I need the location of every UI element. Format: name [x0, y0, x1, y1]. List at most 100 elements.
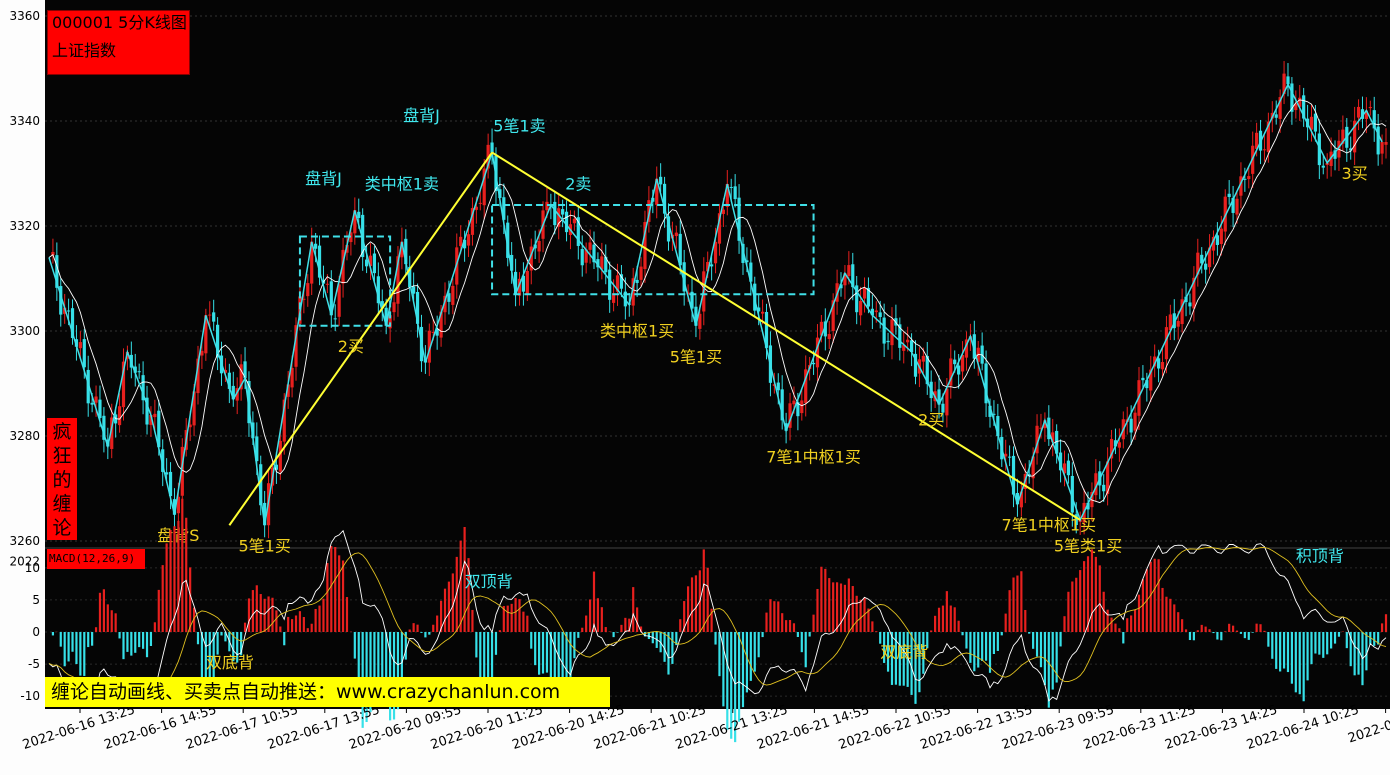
candle-body: [439, 311, 443, 338]
candle-body: [639, 266, 643, 280]
candle-body: [1196, 252, 1200, 275]
candle-body: [545, 201, 549, 211]
candle-body: [447, 293, 451, 302]
candle-body: [1360, 109, 1365, 119]
candle-body: [760, 311, 765, 314]
candle-body: [557, 208, 561, 227]
candle-body: [772, 384, 776, 386]
candle-body: [1133, 412, 1137, 431]
candle-body: [102, 415, 106, 440]
candle-body: [1149, 369, 1153, 391]
candle-body: [513, 271, 518, 295]
candle-body: [478, 202, 482, 204]
candle-body: [67, 310, 71, 312]
candle-body: [1286, 76, 1290, 85]
candle-body: [1278, 97, 1282, 119]
candle-body: [380, 301, 384, 309]
candle-body: [133, 366, 137, 373]
candle-body: [141, 375, 145, 401]
macd-signal-label: 积顶背: [1296, 546, 1344, 565]
candle-body: [435, 328, 439, 336]
candle-body: [215, 324, 220, 358]
candle-body: [902, 345, 906, 351]
candle-body: [251, 422, 255, 439]
candle-body: [364, 259, 369, 267]
candle-body: [306, 283, 310, 297]
segment-line: [491, 151, 1081, 521]
candle-body: [1156, 358, 1161, 369]
candle-body: [239, 364, 243, 390]
candle-body: [482, 168, 486, 206]
candle-body: [580, 249, 584, 266]
candle-body: [749, 262, 753, 282]
candle-body: [913, 353, 918, 377]
promo-banner: 缠论自动画线、买卖点自动推送：www.crazychanlun.com: [45, 677, 610, 707]
candle-body: [1364, 110, 1368, 119]
candle-body: [659, 176, 663, 185]
candle-body: [898, 324, 902, 348]
candle-body: [168, 471, 173, 497]
candle-body: [502, 197, 506, 220]
candle-body: [329, 281, 333, 316]
candle-body: [600, 256, 604, 270]
candle-body: [86, 369, 90, 404]
candle-body: [631, 278, 635, 306]
candle-body: [1164, 327, 1169, 360]
candle-body: [1231, 197, 1235, 213]
candle-body: [823, 321, 827, 337]
candle-body: [1372, 110, 1376, 129]
candle-body: [1349, 148, 1353, 151]
candle-body: [800, 400, 804, 414]
candle-body: [859, 300, 863, 316]
candle-body: [1384, 142, 1388, 145]
candle-body: [1058, 452, 1063, 471]
candle-body: [1106, 461, 1110, 494]
candle-body: [666, 216, 671, 242]
signal-label: 5笔1卖: [493, 117, 545, 136]
candle-body: [310, 241, 314, 284]
candle-body: [925, 355, 929, 385]
candle-body: [353, 210, 357, 234]
candle-body: [1302, 95, 1306, 119]
candle-body: [243, 361, 247, 379]
candle-body: [972, 334, 976, 359]
candle-body: [1204, 263, 1208, 270]
candle-body: [59, 286, 63, 315]
segment-line: [228, 151, 493, 526]
signal-label: 盘背J: [403, 106, 440, 125]
candle-body: [361, 214, 365, 258]
candle-body: [710, 264, 714, 267]
candle-body: [200, 350, 204, 356]
candle-body: [796, 402, 800, 417]
candle-body: [984, 363, 988, 404]
candle-body: [635, 279, 639, 283]
candle-body: [874, 310, 878, 313]
candle-body: [733, 186, 737, 200]
candle-body: [161, 449, 165, 472]
candle-body: [811, 362, 816, 365]
brand-char: 狂: [52, 445, 72, 467]
candle-body: [263, 502, 267, 526]
candle-body: [290, 367, 294, 388]
candle-body: [208, 314, 212, 316]
candle-body: [804, 369, 808, 404]
candle-body: [678, 233, 682, 266]
candle-body: [525, 271, 529, 295]
candle-body: [1168, 314, 1172, 331]
signal-label: 7笔1中枢1买: [766, 447, 861, 466]
candle-body: [372, 253, 377, 274]
signal-label: 类中枢1卖: [365, 174, 439, 193]
candle-body: [341, 249, 345, 284]
candle-body: [314, 243, 318, 249]
candle-body: [737, 197, 741, 241]
candle-body: [741, 243, 745, 263]
candle-body: [1380, 142, 1384, 154]
candle-body: [1313, 113, 1318, 132]
candle-body: [1200, 254, 1204, 264]
candle-body: [1368, 107, 1372, 109]
candle-body: [1290, 83, 1294, 112]
candle-body: [713, 241, 718, 264]
candle-body: [776, 382, 780, 391]
candle-body: [819, 321, 824, 336]
